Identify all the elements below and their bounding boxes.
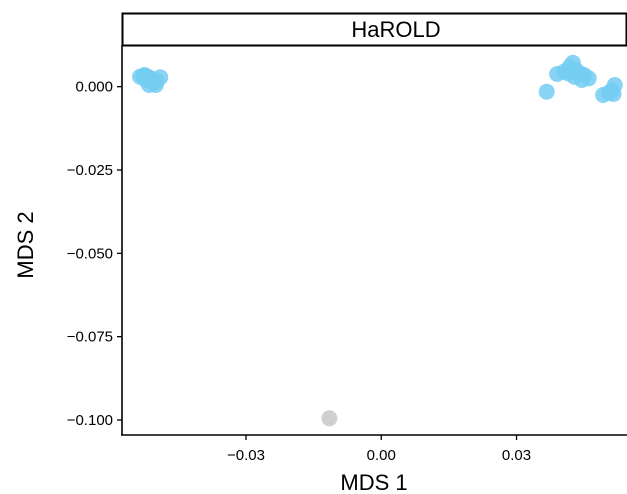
data-point-blue-21 — [560, 65, 577, 82]
facet-strip-label: HaROLD — [351, 17, 440, 42]
axes-layer: −0.03 0.00 0.03 0.000 −0.025 −0.050 −0.075 −0.1… — [67, 45, 627, 464]
facet-strip-box — [121, 12, 627, 47]
y-axis-title: MDS 2 — [13, 211, 38, 278]
data-point-blue-10 — [135, 68, 152, 84]
data-point-grey-0 — [321, 410, 338, 427]
x-tick-label-0: −0.03 — [227, 447, 265, 464]
y-tick-label-3: −0.075 — [67, 329, 113, 346]
facet-strip: HaROLD — [121, 12, 627, 47]
data-point-blue-11 — [538, 83, 555, 100]
x-axis-title: MDS 1 — [340, 470, 407, 494]
y-tick-label-0: 0.000 — [75, 79, 113, 96]
y-tick-label-1: −0.025 — [67, 162, 113, 179]
points-layer — [132, 54, 623, 427]
y-tick-label-2: −0.050 — [67, 245, 113, 262]
data-point-blue-22 — [573, 72, 590, 88]
x-tick-label-2: 0.03 — [502, 447, 531, 464]
data-point-blue-27 — [606, 77, 623, 93]
x-tick-label-1: 0.00 — [367, 447, 396, 464]
y-tick-label-4: −0.100 — [67, 412, 113, 429]
